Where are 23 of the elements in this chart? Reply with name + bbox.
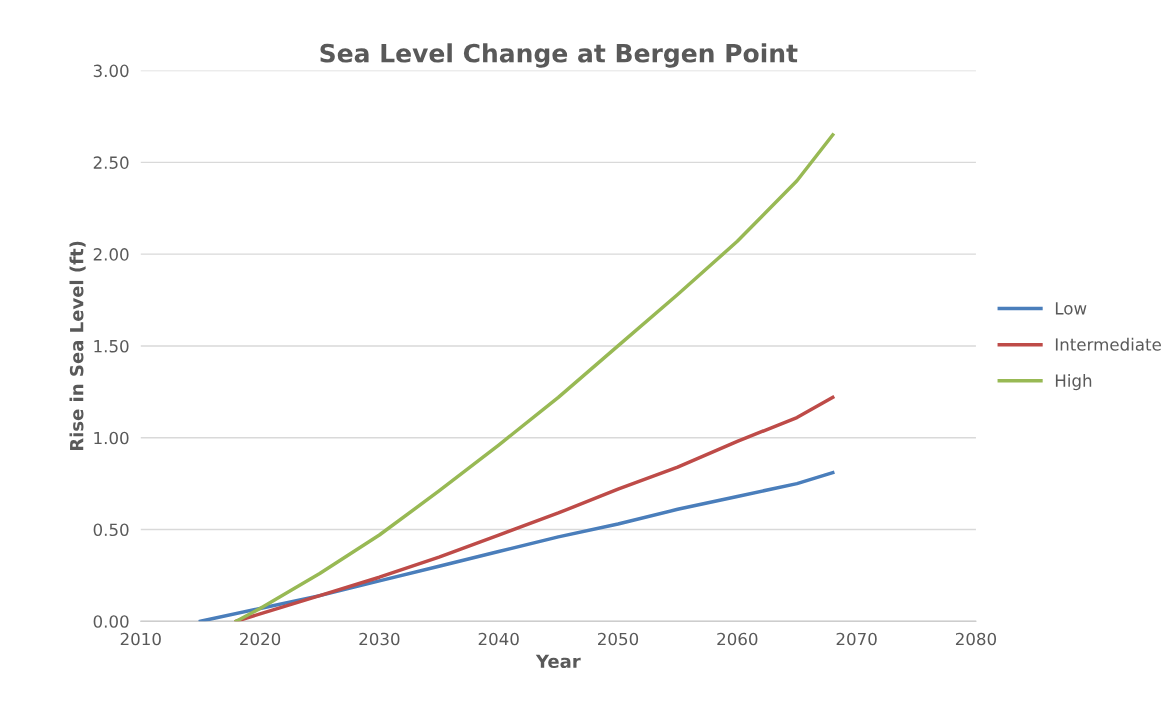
legend-label: High (1055, 374, 1092, 391)
y-tick-label: 0.50 (93, 523, 129, 537)
y-tick-label: 0.00 (93, 615, 129, 628)
chart-title: Sea Level Change at Bergen Point (320, 43, 798, 68)
x-tick-label: 2030 (359, 632, 400, 646)
x-tick-label: 2070 (836, 632, 877, 646)
x-tick-label: 2080 (955, 632, 997, 646)
y-tick-label: 1.00 (94, 431, 129, 445)
x-tick-label: 2040 (478, 632, 519, 646)
x-tick-label: 2010 (120, 632, 161, 646)
legend-label: Intermediate (1055, 337, 1161, 351)
x-tick-label: 2060 (717, 632, 758, 646)
x-axis-title: Year (535, 654, 581, 669)
y-tick-label: 2.50 (93, 156, 129, 169)
legend-label: Low (1055, 302, 1087, 315)
line-series (234, 133, 835, 622)
y-axis-title: Rise in Sea Level (ft) (69, 241, 86, 451)
y-tick-label: 3.00 (93, 64, 129, 78)
y-tick-label: 1.50 (94, 339, 129, 353)
line-series (198, 470, 835, 622)
x-tick-label: 2020 (240, 632, 281, 646)
y-tick-label: 2.00 (93, 248, 129, 261)
x-tick-label: 2050 (598, 632, 639, 646)
